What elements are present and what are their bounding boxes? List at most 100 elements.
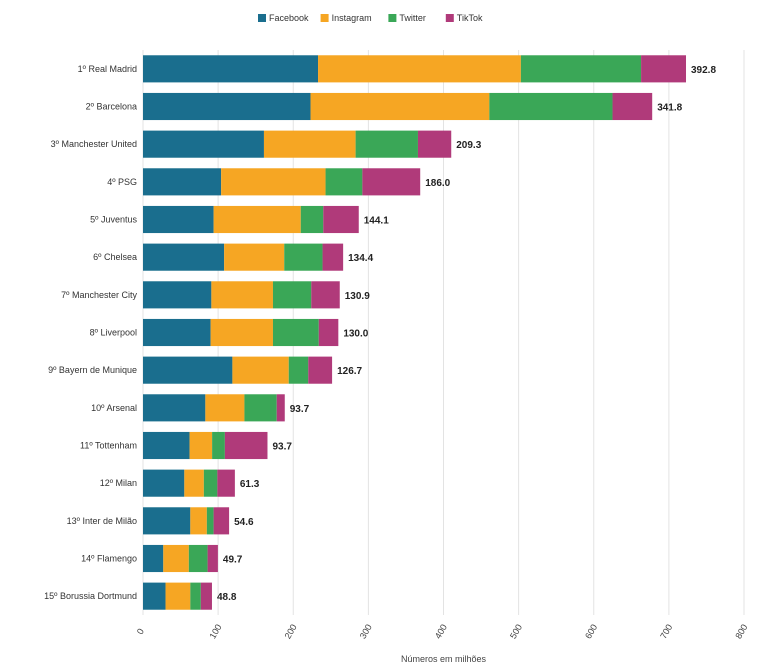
total-label: 209.3 [456,140,481,151]
bar-facebook-15 [143,583,166,610]
category-label: 13º Inter de Milão [67,516,137,526]
x-tick-labels: 0 100 200 300 400 500 600 700 800 [135,622,750,640]
x-tick-label: 100 [207,622,223,640]
bar-twitter-1 [521,55,641,82]
bar-facebook-5 [143,206,214,233]
bar-instagram-9 [232,357,288,384]
total-label: 130.0 [343,329,368,340]
bar-tiktok-8 [319,319,339,346]
bar-instagram-6 [224,244,284,271]
category-label: 6º Chelsea [93,252,137,262]
bar-instagram-7 [211,281,273,308]
x-tick-label: 700 [658,622,674,640]
total-label: 134.4 [348,253,373,264]
x-tick-label: 0 [135,627,146,636]
bar-tiktok-11 [225,432,268,459]
total-label: 93.7 [272,442,292,453]
bar-twitter-8 [273,319,319,346]
category-label: 5º Juventus [90,215,137,225]
bar-facebook-13 [143,507,190,534]
legend-label-instagram: Instagram [332,13,372,23]
category-label: 14º Flamengo [81,554,137,564]
bar-instagram-1 [318,55,521,82]
bar-twitter-7 [273,281,311,308]
total-label: 130.9 [345,291,370,302]
bar-instagram-13 [190,507,207,534]
bar-tiktok-4 [362,168,420,195]
bar-instagram-12 [184,470,204,497]
bar-twitter-13 [207,507,214,534]
x-tick-label: 600 [583,622,599,640]
bar-twitter-14 [189,545,208,572]
bar-twitter-10 [244,394,276,421]
x-tick-label: 800 [733,622,749,640]
legend-swatch-tiktok [446,14,454,22]
bar-facebook-7 [143,281,211,308]
bar-tiktok-2 [613,93,653,120]
x-tick-label: 300 [358,622,374,640]
bar-tiktok-1 [641,55,686,82]
bar-facebook-9 [143,357,232,384]
legend-swatch-instagram [321,14,329,22]
bar-facebook-14 [143,545,163,572]
bar-twitter-4 [326,168,363,195]
legend-label-facebook: Facebook [269,13,309,23]
total-label: 126.7 [337,366,362,377]
bar-facebook-6 [143,244,224,271]
total-label: 93.7 [290,404,310,415]
legend-label-tiktok: TikTok [457,13,483,23]
legend-swatch-twitter [388,14,396,22]
category-label: 1º Real Madrid [78,64,137,74]
total-label: 48.8 [217,592,237,603]
bar-twitter-11 [212,432,225,459]
bar-facebook-4 [143,168,221,195]
legend: Facebook Instagram Twitter TikTok [258,13,483,23]
bar-tiktok-5 [323,206,358,233]
total-label: 54.6 [234,517,254,528]
bar-tiktok-14 [208,545,218,572]
category-labels: 1º Real Madrid 2º Barcelona 3º Manchester … [44,64,137,601]
bar-tiktok-9 [308,357,332,384]
total-label: 49.7 [223,555,243,566]
category-label: 12º Milan [100,478,137,488]
x-tick-label: 500 [508,622,524,640]
bar-twitter-5 [301,206,324,233]
bar-facebook-1 [143,55,318,82]
category-label: 2º Barcelona [86,102,137,112]
bar-twitter-3 [356,131,418,158]
bar-tiktok-12 [217,470,235,497]
x-tick-label: 400 [433,622,449,640]
bar-facebook-11 [143,432,190,459]
category-label: 4º PSG [107,177,137,187]
bar-facebook-3 [143,131,264,158]
bar-instagram-2 [311,93,490,120]
bar-instagram-10 [205,394,244,421]
bar-twitter-12 [204,470,218,497]
bar-facebook-8 [143,319,211,346]
bar-tiktok-15 [201,583,212,610]
bar-tiktok-7 [311,281,339,308]
total-label: 392.8 [691,65,716,76]
x-tick-label: 200 [283,622,299,640]
legend-label-twitter: Twitter [399,13,426,23]
bar-twitter-9 [289,357,309,384]
bar-tiktok-10 [277,394,285,421]
category-label: 15º Borussia Dortmund [44,591,137,601]
category-label: 7º Manchester City [61,290,137,300]
bar-twitter-15 [190,583,201,610]
total-label: 61.3 [240,479,260,490]
total-label: 144.1 [364,216,389,227]
category-label: 3º Manchester United [51,139,137,149]
bar-instagram-4 [221,168,325,195]
bar-facebook-2 [143,93,311,120]
bar-instagram-14 [163,545,189,572]
bars [143,55,686,609]
x-axis-title: Números em milhões [401,654,487,664]
bar-instagram-3 [264,131,356,158]
bar-instagram-11 [190,432,213,459]
category-label: 9º Bayern de Munique [48,365,137,375]
category-label: 10º Arsenal [91,403,137,413]
category-label: 8º Liverpool [90,328,137,338]
bar-facebook-12 [143,470,184,497]
category-label: 11º Tottenham [80,441,137,451]
